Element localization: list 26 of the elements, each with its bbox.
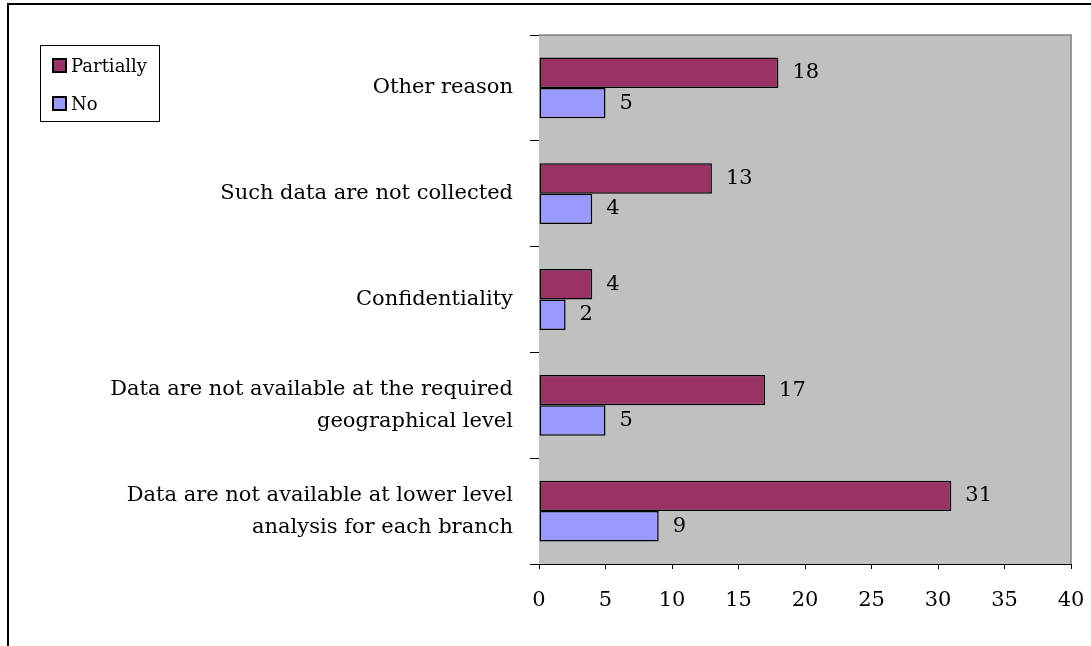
x-tick-label: 0 [532,587,546,612]
data-label: 4 [606,270,620,295]
data-label: 9 [672,512,687,537]
x-tick-label: 30 [924,587,952,612]
data-label: 4 [606,195,620,220]
x-tick-label: 40 [1057,587,1085,612]
legend-label: Partially [71,54,148,76]
x-tick-label: 35 [991,587,1018,612]
y-tick-label: Such data are not collected [220,180,513,205]
data-label: 18 [792,59,820,84]
x-tick-label: 25 [858,587,885,612]
x-tick-label: 5 [598,587,613,612]
data-label: 5 [619,406,633,431]
y-tick-label: Data are not available at the required geographical level [110,375,514,432]
y-tick-label: Other reason [372,74,513,99]
data-label: 31 [965,482,993,507]
x-tick-label: 20 [791,587,819,612]
x-tick-label: 10 [658,587,686,612]
data-label: 2 [579,301,593,326]
x-tick-label: 15 [725,587,752,612]
y-tick-label: Data are not available at lower level analysis for each branch [126,481,514,538]
data-label: 13 [725,164,753,189]
y-tick-label: Confidentiality [355,285,514,310]
legend-label: No [71,92,98,114]
data-label: 5 [619,89,633,114]
data-label: 17 [779,376,806,401]
